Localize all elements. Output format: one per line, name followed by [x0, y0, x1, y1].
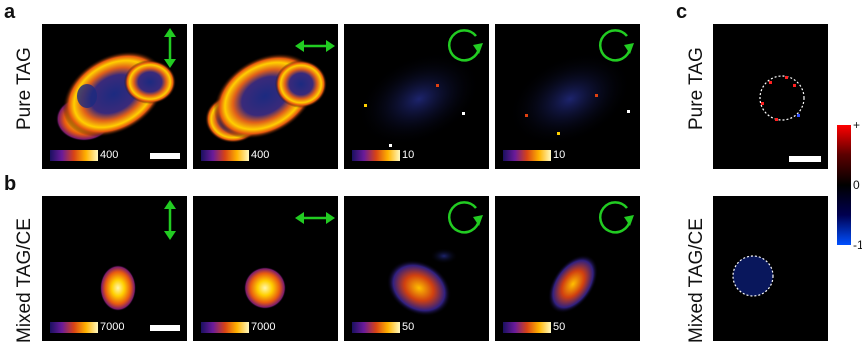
row-label-mixed-b: Mixed TAG/CE [14, 218, 35, 343]
colorbar-b4 [503, 322, 551, 333]
colorbar-b1 [50, 322, 98, 333]
image-a3: 10 [344, 24, 489, 169]
colorbar-a1 [50, 150, 98, 161]
scale-bar-a [150, 153, 180, 159]
colorbar-a4-value: 10 [553, 149, 566, 161]
scale-bar-c [789, 156, 821, 162]
row-label-pure-a: Pure TAG [14, 47, 35, 130]
colorbar-b2 [201, 322, 249, 333]
circular-arrow-icon [447, 201, 485, 234]
side-colorbar-mid-label: 0 [853, 178, 860, 192]
horizontal-double-arrow-icon [293, 210, 337, 226]
circular-arrow-icon [447, 29, 485, 62]
side-colorbar [837, 125, 851, 245]
side-colorbar-top-label: + [853, 118, 861, 132]
colorbar-b2-value: 7000 [251, 321, 276, 333]
vertical-double-arrow-icon [162, 26, 178, 70]
colorbar-a3-value: 10 [402, 149, 415, 161]
colorbar-a2-value: 400 [251, 149, 270, 161]
colorbar-a4 [503, 150, 551, 161]
colorbar-b3-value: 50 [402, 321, 415, 333]
panel-letter-a: a [4, 1, 16, 23]
colorbar-a2 [201, 150, 249, 161]
image-a2: 400 [193, 24, 338, 169]
vertical-double-arrow-icon [162, 198, 178, 242]
image-b3: 50 [344, 196, 489, 341]
image-b1: 7000 [42, 196, 187, 341]
colorbar-b1-value: 7000 [100, 321, 125, 333]
image-b2: 7000 [193, 196, 338, 341]
horizontal-double-arrow-icon [293, 38, 337, 54]
colorbar-b3 [352, 322, 400, 333]
image-a4: 10 [495, 24, 640, 169]
panel-letter-c: c [676, 1, 688, 23]
image-b4: 50 [495, 196, 640, 341]
colorbar-a1-value: 400 [100, 149, 119, 161]
image-c2 [713, 196, 828, 341]
panel-letter-b: b [4, 173, 17, 195]
row-label-pure-c: Pure TAG [686, 47, 707, 130]
side-colorbar-bottom-label: -1 [853, 238, 862, 252]
colorbar-b4-value: 50 [553, 321, 566, 333]
colorbar-a3 [352, 150, 400, 161]
circular-arrow-icon [598, 201, 636, 234]
circular-arrow-icon [598, 29, 636, 62]
scale-bar-b [150, 325, 180, 331]
row-label-mixed-c: Mixed TAG/CE [686, 218, 707, 343]
image-a1: 400 [42, 24, 187, 169]
image-c1 [713, 24, 828, 169]
